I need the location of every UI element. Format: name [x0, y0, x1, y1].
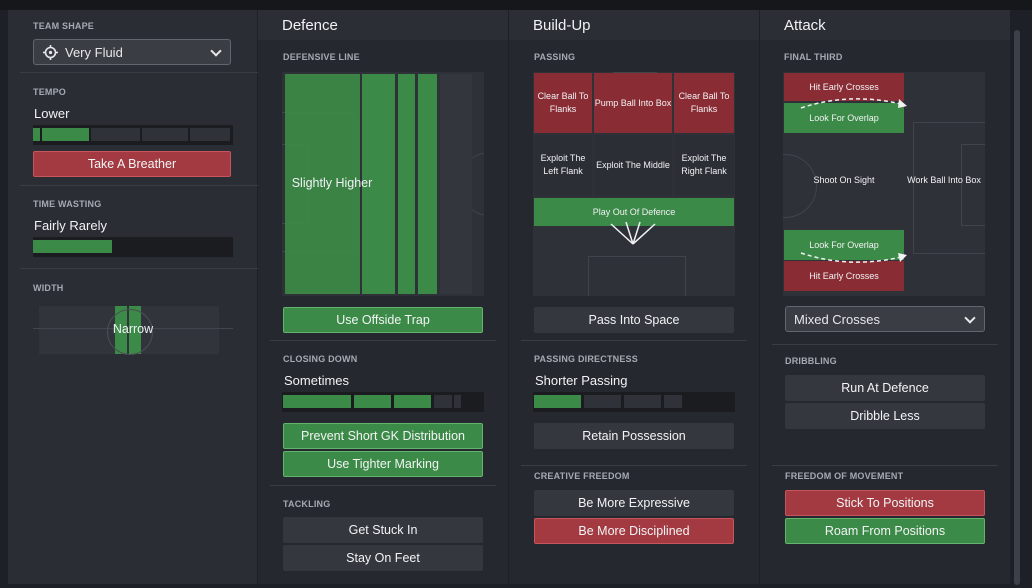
team-shape-value: Very Fluid [65, 45, 123, 60]
final-third-zone[interactable]: Hit Early Crosses [784, 261, 904, 291]
creative-freedom-label: CREATIVE FREEDOM [534, 471, 630, 481]
defence-header: Defence [258, 10, 508, 40]
team-instructions-panel: TEAM SHAPE Very Fluid TEMPO Lower Take A… [8, 10, 272, 584]
tempo-value: Lower [34, 106, 70, 121]
divider [772, 465, 998, 466]
dribble-less-button[interactable]: Dribble Less [785, 403, 985, 429]
time-wasting-label: TIME WASTING [33, 199, 102, 209]
passing-directness-value: Shorter Passing [535, 373, 628, 388]
tempo-label: TEMPO [33, 87, 67, 97]
final-third-pitch[interactable]: Hit Early Crosses Look For Overlap Shoot… [783, 72, 985, 296]
closing-down-slider[interactable] [282, 392, 484, 412]
divider [20, 72, 272, 73]
roam-from-positions-button[interactable]: Roam From Positions [785, 518, 985, 544]
divider [521, 340, 747, 341]
closing-down-value: Sometimes [284, 373, 350, 388]
team-shape-dropdown[interactable]: Very Fluid [33, 39, 231, 65]
buildup-title: Build-Up [533, 17, 591, 34]
overlap-arrow-icon [800, 98, 907, 109]
final-third-zone[interactable]: Work Ball Into Box [907, 174, 981, 185]
width-pitch[interactable]: Narrow [33, 304, 233, 358]
passing-pitch[interactable]: Clear Ball To Flanks Pump Ball Into Box … [533, 72, 735, 296]
divider [521, 465, 747, 466]
divider [20, 185, 272, 186]
team-shape-label: TEAM SHAPE [33, 21, 95, 31]
retain-possession-button[interactable]: Retain Possession [534, 423, 734, 449]
pass-into-space-button[interactable]: Pass Into Space [534, 307, 734, 333]
time-wasting-slider[interactable] [33, 237, 233, 257]
dribbling-label: DRIBBLING [785, 356, 837, 366]
passing-zone[interactable]: Clear Ball To Flanks [674, 73, 734, 133]
final-third-zone[interactable]: Shoot On Sight [813, 174, 875, 185]
passing-directness-label: PASSING DIRECTNESS [534, 354, 638, 364]
defence-panel: Defence DEFENSIVE LINE Slightly Higher U… [258, 10, 508, 584]
passing-zone[interactable]: Pump Ball Into Box [594, 73, 672, 133]
formation-icon [43, 45, 58, 60]
freedom-of-movement-label: FREEDOM OF MOVEMENT [785, 471, 904, 481]
passing-zone[interactable]: Exploit The Middle [594, 135, 672, 195]
defensive-line-pitch[interactable]: Slightly Higher [282, 72, 484, 296]
divider [270, 485, 496, 486]
chevron-down-icon [210, 45, 222, 57]
attack-panel: Attack FINAL THIRD Hit Early Crosses Loo… [760, 10, 1010, 584]
passing-label: PASSING [534, 52, 576, 62]
divider [772, 344, 998, 345]
attack-title: Attack [784, 17, 826, 34]
defence-title: Defence [282, 17, 338, 34]
prevent-short-gk-distribution-button[interactable]: Prevent Short GK Distribution [283, 423, 483, 449]
get-stuck-in-button[interactable]: Get Stuck In [283, 517, 483, 543]
attack-header: Attack [760, 10, 1010, 40]
buildup-panel: Build-Up PASSING Clear Ball To Flanks Pu… [509, 10, 759, 584]
chevron-down-icon [964, 312, 976, 324]
top-strip [0, 0, 1032, 10]
final-third-zone[interactable]: Look For Overlap [784, 230, 904, 260]
stay-on-feet-button[interactable]: Stay On Feet [283, 545, 483, 571]
use-tighter-marking-button[interactable]: Use Tighter Marking [283, 451, 483, 477]
closing-down-label: CLOSING DOWN [283, 354, 358, 364]
buildup-header: Build-Up [509, 10, 759, 40]
tackling-label: TACKLING [283, 499, 331, 509]
final-third-zone[interactable]: Look For Overlap [784, 103, 904, 133]
play-out-of-defence-zone[interactable]: Play Out Of Defence [534, 198, 734, 226]
take-a-breather-button[interactable]: Take A Breather [33, 151, 231, 177]
passing-directness-slider[interactable] [533, 392, 735, 412]
pass-arrows-icon [610, 221, 656, 245]
defensive-line-label: DEFENSIVE LINE [283, 52, 360, 62]
crossing-dropdown[interactable]: Mixed Crosses [785, 306, 985, 332]
time-wasting-value: Fairly Rarely [34, 218, 107, 233]
divider [20, 268, 272, 269]
width-label: WIDTH [33, 283, 64, 293]
passing-zone[interactable]: Exploit The Right Flank [674, 135, 734, 195]
run-at-defence-button[interactable]: Run At Defence [785, 375, 985, 401]
use-offside-trap-button[interactable]: Use Offside Trap [283, 307, 483, 333]
divider [270, 340, 496, 341]
crossing-value: Mixed Crosses [794, 312, 880, 327]
tempo-slider[interactable] [33, 125, 233, 145]
passing-zone[interactable]: Clear Ball To Flanks [534, 73, 592, 133]
be-more-expressive-button[interactable]: Be More Expressive [534, 490, 734, 516]
width-value: Narrow [112, 321, 154, 336]
defensive-line-value: Slightly Higher [291, 175, 373, 190]
final-third-zone[interactable]: Hit Early Crosses [784, 73, 904, 101]
be-more-disciplined-button[interactable]: Be More Disciplined [534, 518, 734, 544]
passing-zone[interactable]: Exploit The Left Flank [534, 135, 592, 195]
scrollbar[interactable] [1014, 30, 1020, 585]
overlap-arrow-icon [800, 252, 907, 263]
final-third-label: FINAL THIRD [784, 52, 843, 62]
stick-to-positions-button[interactable]: Stick To Positions [785, 490, 985, 516]
